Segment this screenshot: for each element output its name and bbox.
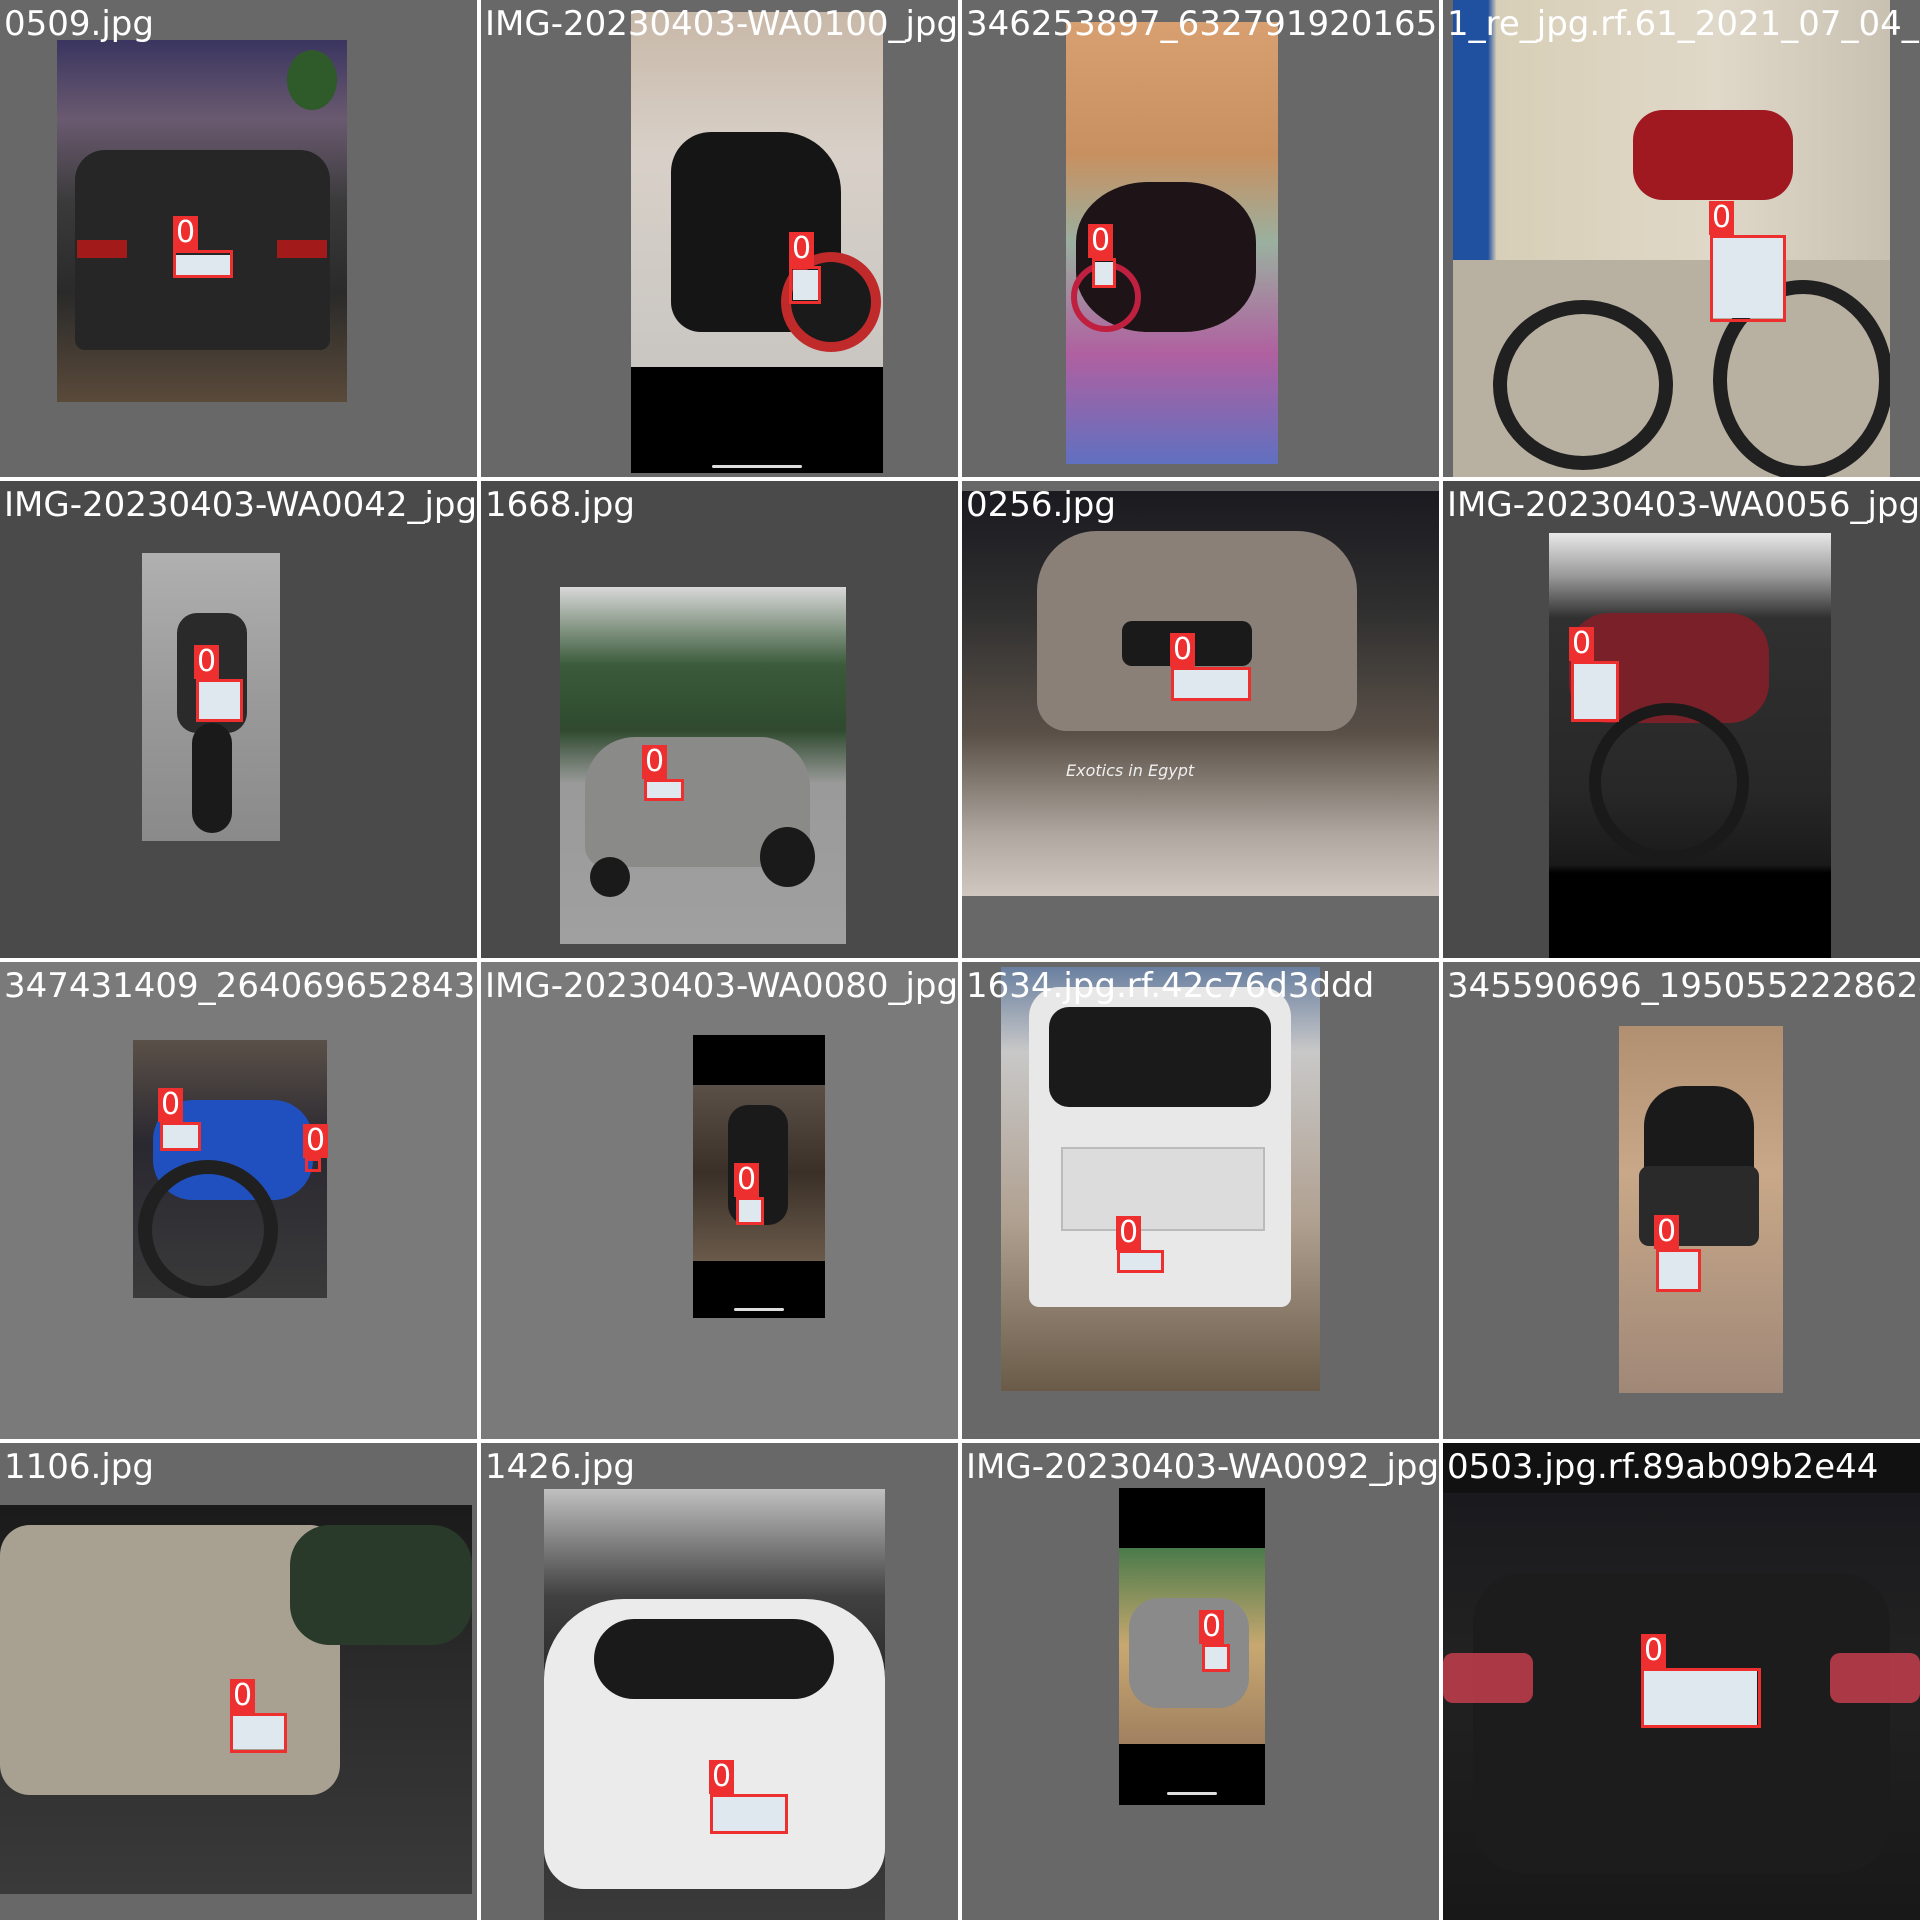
tile-6: 0 1668.jpg (481, 481, 958, 958)
class-label-secondary: 0 (303, 1124, 329, 1158)
filename: 0503.jpg.rf.89ab09b2e44 (1447, 1447, 1879, 1487)
photo (133, 1040, 327, 1298)
plate-box (644, 779, 684, 801)
class-label: 0 (1199, 1610, 1225, 1644)
tile-13: 0 1106.jpg (0, 1443, 477, 1920)
filename: IMG-20230403-WA0092_jpg (966, 1447, 1439, 1487)
photo (57, 40, 347, 402)
plate-box (160, 1122, 201, 1151)
tile-4: 0 1_re_jpg.rf.61_2021_07_04_124 (1443, 0, 1920, 477)
class-label: 0 (1654, 1215, 1680, 1249)
class-label: 0 (173, 216, 199, 250)
filename: 347431409_264069652843095_476 (4, 966, 477, 1006)
photo (1119, 1488, 1265, 1805)
class-label: 0 (194, 645, 220, 679)
photo (1453, 0, 1890, 477)
plate-box (173, 250, 233, 278)
plate-box (1656, 1249, 1701, 1292)
class-label: 0 (642, 745, 668, 779)
tile-15: 0 IMG-20230403-WA0092_jpg (962, 1443, 1439, 1920)
filename: IMG-20230403-WA0056_jpg (1447, 485, 1920, 525)
filename: IMG-20230403-WA0042_jpg.rf.60b2c31247ee2 (4, 485, 477, 525)
filename: 345590696_1950552228624 (1447, 966, 1920, 1006)
tile-9: 0 0 347431409_264069652843095_476 (0, 962, 477, 1439)
tile-5: 0 IMG-20230403-WA0042_jpg.rf.60b2c31247e… (0, 481, 477, 958)
plate-box (1571, 661, 1619, 722)
class-label: 0 (1641, 1634, 1667, 1668)
plate-box (1117, 1250, 1164, 1273)
tile-3: 0 346253897_6327919201655 (962, 0, 1439, 477)
plate-box (1202, 1644, 1230, 1672)
class-label: 0 (230, 1679, 256, 1713)
photo (1549, 533, 1831, 958)
plate-box (230, 1713, 287, 1753)
photo (142, 553, 280, 841)
photo (0, 1505, 472, 1894)
photo (1619, 1026, 1783, 1393)
tile-7: Exotics in Egypt 0 0256.jpg (962, 481, 1439, 958)
class-label: 0 (709, 1760, 735, 1794)
watermark: Exotics in Egypt (1066, 761, 1195, 780)
filename: 1106.jpg (4, 1447, 154, 1487)
photo (631, 12, 883, 367)
plate-box (1641, 1668, 1761, 1728)
plate-box (789, 266, 821, 304)
plate-box (1171, 667, 1251, 701)
filename: 1426.jpg (485, 1447, 635, 1487)
tile-12: 0 345590696_1950552228624 (1443, 962, 1920, 1439)
plate-box-secondary (305, 1158, 321, 1172)
plate-box (196, 679, 243, 722)
tile-10: 0 IMG-20230403-WA0080_jpg (481, 962, 958, 1439)
plate-box (736, 1197, 764, 1225)
class-label: 0 (1709, 201, 1735, 235)
filename: 1668.jpg (485, 485, 635, 525)
plate-box (1092, 258, 1116, 288)
filename: 0509.jpg (4, 4, 154, 44)
photo (1001, 967, 1320, 1391)
tile-11: 0 1634.jpg.rf.42c76d3ddd (962, 962, 1439, 1439)
class-label: 0 (789, 232, 815, 266)
class-label: 0 (734, 1163, 760, 1197)
photo (544, 1489, 885, 1920)
photo (560, 587, 846, 944)
tile-2: 0 IMG-20230403-WA0100_jpg (481, 0, 958, 477)
plate-box (1710, 235, 1786, 322)
class-label: 0 (1170, 633, 1196, 667)
class-label: 0 (1569, 627, 1595, 661)
tile-16: 0 0503.jpg.rf.89ab09b2e44 (1443, 1443, 1920, 1920)
filename: IMG-20230403-WA0080_jpg (485, 966, 958, 1006)
tile-8: 0 IMG-20230403-WA0056_jpg (1443, 481, 1920, 958)
class-label: 0 (1116, 1216, 1142, 1250)
tile-1: 0 0509.jpg (0, 0, 477, 477)
class-label: 0 (158, 1088, 184, 1122)
class-label: 0 (1088, 224, 1114, 258)
photo (1066, 22, 1278, 464)
tile-14: 0 1426.jpg (481, 1443, 958, 1920)
plate-box (710, 1794, 788, 1834)
